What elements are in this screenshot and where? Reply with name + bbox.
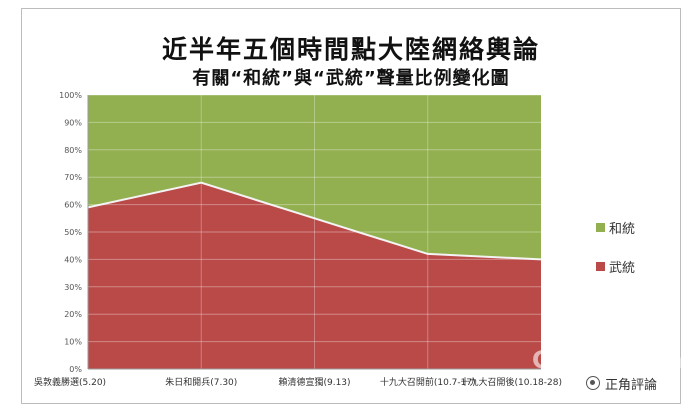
legend-item-hetong: 和統 [596, 219, 636, 237]
x-tick-label: 朱日和閱兵(7.30) [165, 376, 237, 388]
y-tick-label: 100% [59, 91, 82, 100]
y-tick-label: 90% [64, 118, 82, 127]
x-tick-label: 十九大召開前(10.7-17) [380, 376, 476, 388]
account-badge: 正角評論 [582, 372, 662, 394]
legend-swatch [596, 261, 605, 271]
y-tick-label: 40% [64, 255, 82, 264]
legend-label: 和統 [609, 221, 636, 237]
y-tick-label: 20% [64, 310, 82, 319]
x-tick-label: 吳敦義勝選(5.20) [34, 376, 106, 388]
x-tick-label: 賴清德宣獨(9.13) [278, 376, 350, 388]
y-tick-label: 10% [64, 338, 82, 347]
wechat-icon [586, 376, 600, 390]
x-tick-label: 十九大召開後(10.18-28) [461, 376, 563, 388]
legend-swatch [596, 222, 605, 232]
y-tick-label: 50% [64, 228, 82, 237]
account-name: 正角評論 [605, 377, 658, 393]
y-tick-label: 60% [64, 201, 82, 210]
chart-subtitle: 有關“和統”與“武統”聲量比例變化圖 [192, 68, 510, 89]
watermark-en: CRNTT.com [532, 346, 683, 374]
legend-item-wutong: 武統 [596, 258, 636, 276]
y-tick-label: 0% [69, 365, 82, 374]
watermark-cn: 中評社 [558, 324, 655, 354]
series-area-wutong [88, 182, 541, 369]
y-tick-label: 70% [64, 173, 82, 182]
legend-label: 武統 [609, 260, 636, 276]
chart-title: 近半年五個時間點大陸網絡輿論 [161, 35, 540, 64]
y-tick-label: 30% [64, 283, 82, 292]
y-tick-label: 80% [64, 146, 82, 155]
series-boundary-line [87, 181, 542, 261]
